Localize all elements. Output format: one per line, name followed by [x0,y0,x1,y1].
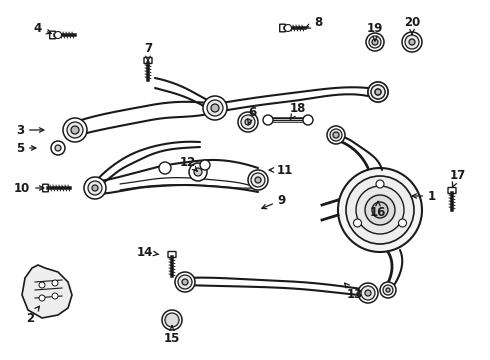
Circle shape [409,39,415,45]
Circle shape [383,285,393,295]
Circle shape [182,279,188,285]
Text: 1: 1 [412,189,436,202]
Circle shape [368,82,388,102]
Text: 6: 6 [247,105,256,124]
Circle shape [375,89,381,95]
Circle shape [255,177,261,183]
Text: 14: 14 [137,246,159,258]
Circle shape [162,310,182,330]
Circle shape [189,163,207,181]
Text: 15: 15 [164,326,180,345]
Circle shape [178,275,192,289]
Text: 7: 7 [144,41,152,61]
Circle shape [353,219,362,227]
FancyBboxPatch shape [144,58,152,63]
Circle shape [376,180,384,188]
Circle shape [285,24,292,32]
Circle shape [368,82,388,102]
Circle shape [88,181,102,195]
Circle shape [303,115,313,125]
Text: 2: 2 [26,306,39,324]
Text: 3: 3 [16,123,44,136]
Circle shape [241,115,255,129]
Text: 8: 8 [306,15,322,28]
Text: 19: 19 [367,22,383,41]
Circle shape [67,122,83,138]
Circle shape [51,141,65,155]
FancyBboxPatch shape [43,184,49,192]
Circle shape [54,32,62,39]
Polygon shape [22,265,72,318]
Text: 11: 11 [269,163,293,176]
Circle shape [361,286,375,300]
Circle shape [63,118,87,142]
Circle shape [365,290,371,296]
Circle shape [238,112,258,132]
Circle shape [386,288,390,292]
Circle shape [207,100,223,116]
Circle shape [371,85,385,99]
Circle shape [167,315,177,325]
Circle shape [52,293,58,299]
Circle shape [263,115,273,125]
Circle shape [330,129,342,141]
Circle shape [333,132,339,138]
FancyBboxPatch shape [49,31,55,39]
Circle shape [375,89,381,95]
Circle shape [159,162,171,174]
Circle shape [358,283,378,303]
Circle shape [346,176,414,244]
Circle shape [203,96,227,120]
Text: 20: 20 [404,15,420,34]
Circle shape [92,185,98,191]
Circle shape [338,168,422,252]
Text: 5: 5 [16,141,36,154]
FancyBboxPatch shape [280,24,285,32]
Circle shape [52,280,58,286]
Text: 12: 12 [180,156,197,171]
Text: 4: 4 [34,22,51,35]
Circle shape [39,295,45,301]
Text: 17: 17 [450,168,466,187]
Circle shape [248,170,268,190]
Circle shape [402,32,422,52]
Circle shape [356,186,404,234]
Circle shape [165,313,179,327]
Circle shape [175,272,195,292]
Circle shape [71,126,79,134]
FancyBboxPatch shape [448,188,456,194]
Circle shape [211,104,219,112]
Text: 13: 13 [344,283,363,302]
Circle shape [39,282,45,288]
Circle shape [251,173,265,187]
FancyBboxPatch shape [168,252,176,257]
Circle shape [366,33,384,51]
Circle shape [245,119,251,125]
Circle shape [55,145,61,151]
Circle shape [327,126,345,144]
Text: 10: 10 [14,181,44,194]
Circle shape [372,202,388,218]
Text: 18: 18 [290,102,306,120]
Circle shape [369,36,381,48]
Circle shape [371,85,385,99]
Circle shape [398,219,407,227]
Circle shape [200,160,210,170]
Circle shape [84,177,106,199]
Circle shape [405,35,419,49]
Text: 16: 16 [370,201,386,219]
Circle shape [365,195,395,225]
Circle shape [194,168,202,176]
Circle shape [380,282,396,298]
Text: 9: 9 [262,194,286,209]
Circle shape [372,39,378,45]
